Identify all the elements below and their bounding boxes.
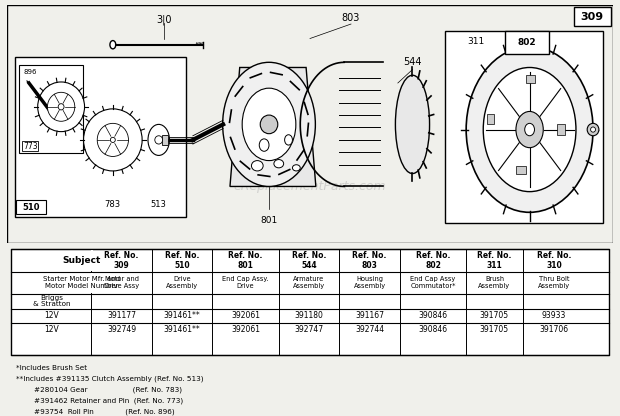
Text: 513: 513 — [151, 200, 167, 208]
Bar — [162, 135, 167, 145]
Ellipse shape — [58, 104, 64, 110]
Text: 801: 801 — [260, 216, 278, 225]
Ellipse shape — [525, 124, 534, 136]
Text: #391462 Retainer and Pin  (Ref. No. 773): #391462 Retainer and Pin (Ref. No. 773) — [16, 398, 184, 404]
Text: 391706: 391706 — [539, 325, 569, 334]
Bar — [505, 31, 549, 54]
Ellipse shape — [285, 135, 293, 145]
Bar — [557, 124, 565, 135]
Text: Ref. No.
309: Ref. No. 309 — [104, 251, 139, 270]
Ellipse shape — [587, 124, 599, 136]
Text: 309: 309 — [580, 12, 604, 22]
Ellipse shape — [591, 127, 595, 132]
Text: Subject: Subject — [63, 256, 101, 265]
Text: Ref. No.
510: Ref. No. 510 — [165, 251, 200, 270]
Text: Ref. No.
311: Ref. No. 311 — [477, 251, 512, 270]
Bar — [487, 114, 495, 124]
Ellipse shape — [155, 136, 162, 144]
Text: 803: 803 — [342, 13, 360, 23]
Text: 391705: 391705 — [480, 311, 509, 320]
Text: 802: 802 — [517, 38, 536, 47]
Text: eReplacementParts.com: eReplacementParts.com — [234, 180, 386, 193]
Text: Brush
Assembly: Brush Assembly — [479, 276, 510, 289]
Text: Starter Motor Mfr. and
Motor Model Number: Starter Motor Mfr. and Motor Model Numbe… — [43, 276, 120, 289]
Text: Briggs
& Stratton: Briggs & Stratton — [33, 295, 70, 307]
Bar — [574, 7, 611, 26]
Text: Housing
Assembly: Housing Assembly — [353, 276, 386, 289]
Text: 391177: 391177 — [107, 311, 136, 320]
Text: Drive
Assembly: Drive Assembly — [166, 276, 198, 289]
Text: 510: 510 — [22, 203, 40, 212]
Text: #280104 Gear                    (Ref. No. 783): #280104 Gear (Ref. No. 783) — [16, 387, 182, 394]
Ellipse shape — [38, 82, 84, 131]
Ellipse shape — [48, 92, 75, 121]
Text: 3|0: 3|0 — [156, 15, 171, 25]
Bar — [516, 166, 526, 174]
Ellipse shape — [97, 124, 128, 156]
Text: #93754  Roll Pin              (Ref. No. 896): #93754 Roll Pin (Ref. No. 896) — [16, 409, 175, 416]
Ellipse shape — [466, 47, 593, 212]
Text: 392061: 392061 — [231, 311, 260, 320]
Ellipse shape — [274, 160, 283, 168]
Text: 311: 311 — [467, 37, 485, 46]
Text: Ref. No.
803: Ref. No. 803 — [352, 251, 387, 270]
Bar — [91, 272, 93, 292]
Ellipse shape — [110, 41, 116, 49]
Text: 391180: 391180 — [294, 311, 324, 320]
Polygon shape — [230, 67, 316, 186]
Ellipse shape — [148, 124, 169, 156]
Text: Armature
Assembly: Armature Assembly — [293, 276, 325, 289]
Ellipse shape — [293, 165, 300, 171]
Text: Ref. No.
310: Ref. No. 310 — [537, 251, 571, 270]
Text: End Cap Assy
Commutator*: End Cap Assy Commutator* — [410, 276, 456, 289]
Text: Ref. No.
802: Ref. No. 802 — [416, 251, 450, 270]
Bar — [11, 250, 609, 355]
Bar — [19, 65, 82, 154]
Text: End Cap Assy.
Drive: End Cap Assy. Drive — [223, 276, 269, 289]
Text: Thru Bolt
Assembly: Thru Bolt Assembly — [538, 276, 570, 289]
Text: 896: 896 — [23, 69, 37, 74]
Ellipse shape — [260, 115, 278, 134]
Ellipse shape — [242, 88, 296, 161]
Ellipse shape — [252, 161, 263, 171]
Text: 390846: 390846 — [418, 325, 448, 334]
Ellipse shape — [223, 62, 316, 186]
Bar — [16, 200, 45, 214]
Text: 12V: 12V — [44, 311, 59, 320]
Ellipse shape — [259, 139, 269, 151]
Text: Ref. No.
544: Ref. No. 544 — [292, 251, 326, 270]
Text: 391461**: 391461** — [164, 311, 200, 320]
Ellipse shape — [483, 67, 576, 192]
Text: 773: 773 — [23, 141, 38, 151]
Ellipse shape — [396, 75, 430, 173]
Text: 392749: 392749 — [107, 325, 136, 334]
Bar — [16, 57, 186, 218]
Text: 391167: 391167 — [355, 311, 384, 320]
Text: **Includes #391135 Clutch Assembly (Ref. No. 513): **Includes #391135 Clutch Assembly (Ref.… — [16, 376, 204, 382]
Ellipse shape — [84, 109, 142, 171]
Text: 12V: 12V — [44, 325, 59, 334]
Text: *Includes Brush Set: *Includes Brush Set — [16, 365, 87, 371]
Text: 93933: 93933 — [542, 311, 566, 320]
Text: Ref. No.
801: Ref. No. 801 — [228, 251, 263, 270]
Bar — [445, 31, 603, 223]
Text: 392747: 392747 — [294, 325, 324, 334]
Ellipse shape — [516, 111, 543, 148]
Bar — [526, 75, 536, 83]
Text: 391705: 391705 — [480, 325, 509, 334]
Text: 783: 783 — [105, 200, 121, 208]
Bar — [91, 250, 93, 270]
Text: 392061: 392061 — [231, 325, 260, 334]
Text: 390846: 390846 — [418, 311, 448, 320]
Text: 544: 544 — [403, 57, 422, 67]
Text: 392744: 392744 — [355, 325, 384, 334]
Text: Motor and
Drive Assy: Motor and Drive Assy — [104, 276, 140, 289]
Text: 391461**: 391461** — [164, 325, 200, 334]
Ellipse shape — [110, 137, 115, 143]
